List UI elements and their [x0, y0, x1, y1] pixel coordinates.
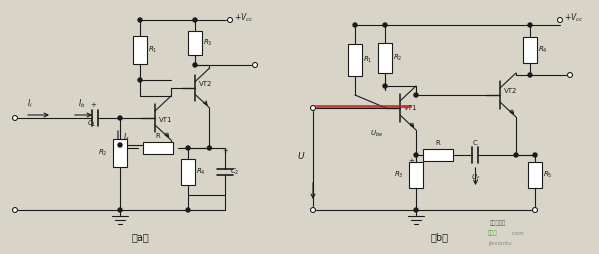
Text: C: C [473, 140, 477, 146]
Text: $U_f$: $U_f$ [471, 173, 480, 183]
Circle shape [414, 93, 418, 97]
Text: +: + [90, 102, 96, 108]
Bar [378, 42, 392, 72]
Circle shape [118, 143, 122, 147]
Text: R: R [435, 140, 440, 146]
Text: +: + [408, 158, 414, 164]
Circle shape [193, 18, 197, 22]
Bar [409, 162, 423, 188]
Circle shape [207, 146, 211, 150]
Text: $U_{be}$: $U_{be}$ [370, 129, 383, 139]
Text: +: + [222, 148, 228, 154]
Text: $+V_{cc}$: $+V_{cc}$ [234, 12, 253, 24]
Text: 电子发烧友: 电子发烧友 [490, 220, 506, 226]
Circle shape [118, 116, 122, 120]
Text: $I_b$: $I_b$ [78, 97, 86, 109]
Text: $+V_{cc}$: $+V_{cc}$ [564, 12, 583, 24]
Circle shape [414, 153, 418, 157]
Text: jiexiantu: jiexiantu [488, 241, 512, 246]
Circle shape [253, 62, 258, 68]
Text: VT1: VT1 [159, 117, 173, 123]
Circle shape [138, 78, 142, 82]
Circle shape [186, 146, 190, 150]
Bar [143, 142, 173, 154]
Circle shape [558, 18, 562, 23]
Circle shape [13, 208, 17, 213]
Circle shape [186, 208, 190, 212]
Text: （b）: （b） [431, 232, 449, 242]
Text: $C_1$: $C_1$ [87, 119, 96, 129]
Text: VT2: VT2 [504, 88, 518, 94]
Bar [188, 30, 202, 55]
Text: $R_1$: $R_1$ [363, 55, 373, 65]
Text: $R_2$: $R_2$ [98, 147, 107, 157]
Text: $I_f$: $I_f$ [123, 131, 130, 144]
Text: $C_2$: $C_2$ [230, 166, 240, 177]
Circle shape [528, 73, 532, 77]
Bar [423, 149, 453, 161]
Circle shape [383, 84, 387, 88]
Circle shape [414, 208, 418, 212]
Bar [113, 138, 127, 167]
Text: VT2: VT2 [199, 81, 213, 87]
Text: R: R [156, 133, 161, 139]
Text: $R_5$: $R_5$ [543, 170, 553, 180]
Text: VT1: VT1 [404, 105, 418, 111]
Circle shape [533, 208, 537, 212]
Text: $R_3$: $R_3$ [394, 170, 404, 180]
Circle shape [310, 105, 316, 110]
Text: （a）: （a） [131, 232, 149, 242]
Bar [181, 158, 195, 184]
Text: $R_4$: $R_4$ [196, 166, 205, 177]
Circle shape [514, 153, 518, 157]
Text: $R_4$: $R_4$ [538, 45, 547, 55]
Text: $R_1$: $R_1$ [148, 45, 158, 55]
Circle shape [567, 72, 573, 77]
Circle shape [118, 208, 122, 212]
Bar [528, 162, 542, 188]
Bar [133, 36, 147, 64]
Circle shape [13, 116, 17, 120]
Bar [348, 44, 362, 76]
Text: $I_i$: $I_i$ [27, 97, 33, 109]
Circle shape [383, 23, 387, 27]
Circle shape [528, 23, 532, 27]
Text: 接线图: 接线图 [488, 230, 498, 236]
Text: $R_3$: $R_3$ [203, 37, 213, 47]
Circle shape [228, 18, 232, 23]
Circle shape [353, 23, 357, 27]
Text: $R_2$: $R_2$ [393, 52, 403, 62]
Bar [523, 37, 537, 63]
Circle shape [310, 208, 316, 213]
Text: U: U [298, 152, 304, 161]
Circle shape [533, 153, 537, 157]
Circle shape [138, 18, 142, 22]
Circle shape [533, 208, 537, 213]
Text: .com: .com [510, 231, 524, 236]
Circle shape [193, 63, 197, 67]
